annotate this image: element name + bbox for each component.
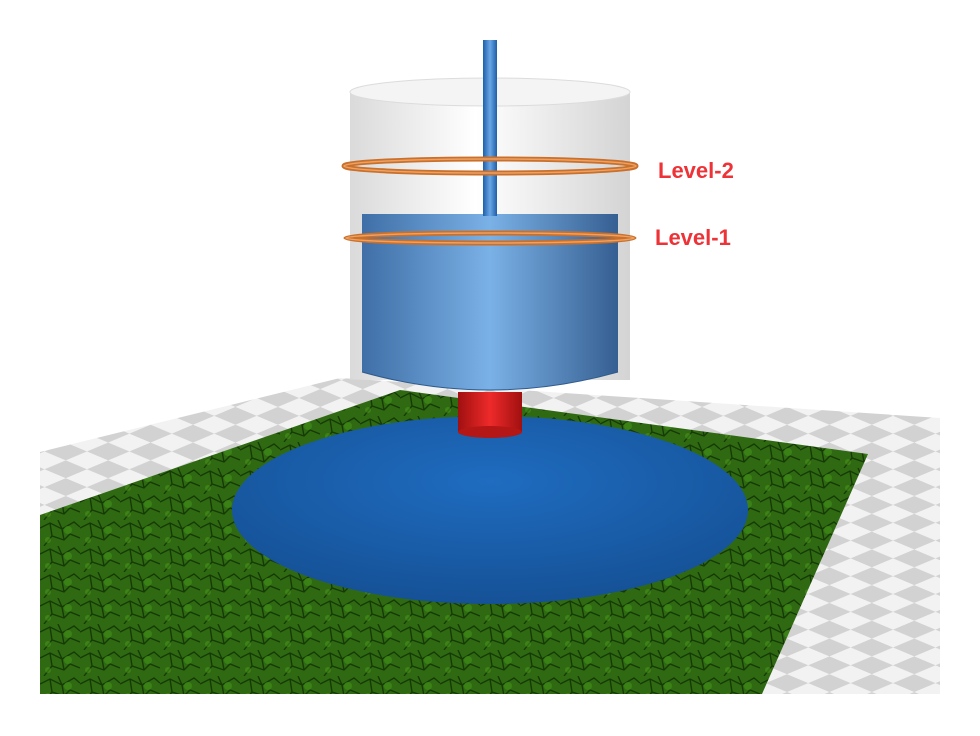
level-2-sensor-ring [341,156,639,176]
float-rod [483,40,497,216]
level-2-label: Level-2 [658,158,734,183]
fluid-pool [232,416,748,604]
level-1-sensor-ring [343,230,637,246]
outlet-pipe [458,392,522,438]
fluid-column [361,214,619,391]
level-1-label: Level-1 [655,225,731,250]
